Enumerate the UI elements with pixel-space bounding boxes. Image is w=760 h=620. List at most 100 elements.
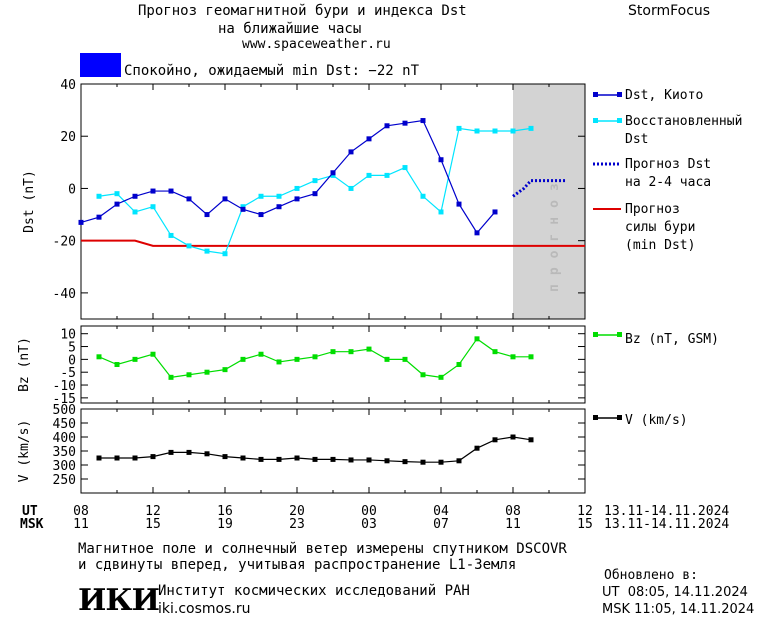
- v-point: [276, 456, 282, 462]
- dst-kyoto-point: [240, 206, 246, 212]
- storm-forecast-line: [81, 239, 585, 247]
- brand-name: StormFocus: [628, 3, 711, 19]
- msk-date-range: 13.11-14.11.2024: [604, 517, 729, 532]
- dst-ytick-label: 20: [60, 130, 76, 145]
- dst-kyoto-line: [80, 119, 496, 234]
- dst-kyoto-point: [474, 230, 480, 236]
- restored-dst-point: [402, 165, 408, 171]
- bz-point: [456, 362, 462, 367]
- bz-ytick-label: -15: [53, 392, 76, 407]
- legend-restored-label-2: Dst: [625, 132, 648, 147]
- v-ytick-label: 250: [53, 473, 76, 488]
- ut-tick-label: 08: [73, 504, 89, 519]
- dst-kyoto-point: [222, 196, 228, 202]
- dst-kyoto-point: [384, 123, 390, 129]
- v-ylabel: V (km/s): [17, 420, 32, 483]
- ut-tick-label: 00: [361, 504, 377, 519]
- v-point: [438, 459, 444, 465]
- dst-kyoto-point: [186, 196, 192, 202]
- bz-point: [114, 362, 120, 367]
- site-url[interactable]: www.spaceweather.ru: [242, 37, 391, 52]
- bz-point: [528, 354, 534, 360]
- restored-dst-point: [96, 193, 102, 199]
- dst-ytick-label: 40: [60, 78, 76, 93]
- bz-ylabel: Bz (nT): [17, 337, 32, 392]
- footer-note-2: и сдвинуты вперед, учитывая распростране…: [78, 557, 517, 573]
- dst-forecast-line: [512, 179, 567, 198]
- dst-kyoto-point: [456, 201, 462, 207]
- restored-dst-point: [114, 191, 120, 197]
- dst-kyoto-point: [276, 204, 282, 210]
- msk-tick-label: 15: [145, 517, 161, 532]
- dst-kyoto-point: [492, 209, 498, 215]
- restored-dst-point: [438, 209, 444, 215]
- legend-bz-label: Bz (nT, GSM): [625, 332, 719, 347]
- restored-dst-point: [258, 193, 264, 199]
- restored-dst-point: [186, 243, 192, 249]
- restored-dst-point: [492, 128, 498, 134]
- dst-kyoto-point: [348, 149, 354, 155]
- restored-dst-point: [528, 125, 534, 131]
- dst-kyoto-point: [96, 214, 102, 220]
- legend-v-label: V (km/s): [625, 413, 688, 428]
- msk-tick-label: 23: [289, 517, 305, 532]
- dst-kyoto-point: [438, 157, 444, 163]
- bz-point: [330, 349, 336, 355]
- bz-point: [186, 372, 192, 378]
- dst-kyoto-point: [258, 212, 264, 218]
- bz-point: [132, 356, 138, 362]
- restored-dst-point: [240, 204, 246, 210]
- bz-point: [222, 367, 228, 373]
- restored-dst-point: [276, 193, 282, 199]
- v-point: [510, 434, 516, 440]
- iki-logo[interactable]: ИКИ: [78, 583, 160, 618]
- legend-forecast-label-1: Прогноз Dst: [625, 157, 711, 172]
- dst-kyoto-point: [294, 196, 300, 202]
- legend-bz: Bz (nT, GSM): [593, 332, 719, 347]
- dst-ylabel: Dst (nT): [22, 170, 37, 233]
- v-point: [114, 455, 120, 461]
- bz-point: [150, 351, 156, 357]
- bz-point: [168, 374, 174, 380]
- title-line-1: Прогноз геомагнитной бури и индекса Dst: [138, 3, 467, 19]
- bz-point: [348, 349, 354, 355]
- v-point: [528, 437, 534, 443]
- ut-date-range: 13.11-14.11.2024: [604, 504, 729, 519]
- restored-dst-point: [294, 185, 300, 191]
- msk-tick-label: 03: [361, 517, 377, 532]
- v-point: [186, 449, 192, 455]
- v-point: [366, 457, 372, 463]
- v-ytick-label: 500: [53, 403, 76, 418]
- restored-dst-point: [150, 204, 156, 210]
- v-point: [456, 458, 462, 464]
- restored-dst-point: [420, 193, 426, 199]
- restored-dst-point: [384, 172, 390, 178]
- institute-url[interactable]: iki.cosmos.ru: [158, 601, 251, 617]
- bz-ytick-label: 10: [60, 328, 76, 343]
- v-point: [294, 455, 300, 461]
- dst-frame: [80, 83, 586, 320]
- bz-point: [438, 374, 444, 380]
- legend-dst-kyoto: Dst, Киото: [593, 88, 703, 103]
- legend-dst-kyoto-label: Dst, Киото: [625, 88, 703, 103]
- msk-tick-label: 15: [577, 517, 593, 532]
- v-point: [312, 456, 318, 462]
- restored-dst-point: [348, 185, 354, 191]
- forecast-band: [513, 84, 585, 319]
- v-ytick-label: 300: [53, 459, 76, 474]
- bz-point: [240, 356, 246, 362]
- legend-restored-label-1: Восстановленный: [625, 114, 742, 129]
- v-ytick-label: 450: [53, 417, 76, 432]
- bz-point: [204, 369, 210, 375]
- restored-dst-point: [222, 251, 228, 257]
- restored-dst-point: [168, 232, 174, 238]
- restored-dst-point: [330, 172, 336, 178]
- v-point: [204, 451, 210, 457]
- v-point: [132, 455, 138, 461]
- bz-point: [366, 346, 372, 352]
- bz-point: [384, 356, 390, 362]
- bz-point: [312, 354, 318, 360]
- status-text: Спокойно, ожидаемый min Dst: −22 nT: [124, 63, 420, 79]
